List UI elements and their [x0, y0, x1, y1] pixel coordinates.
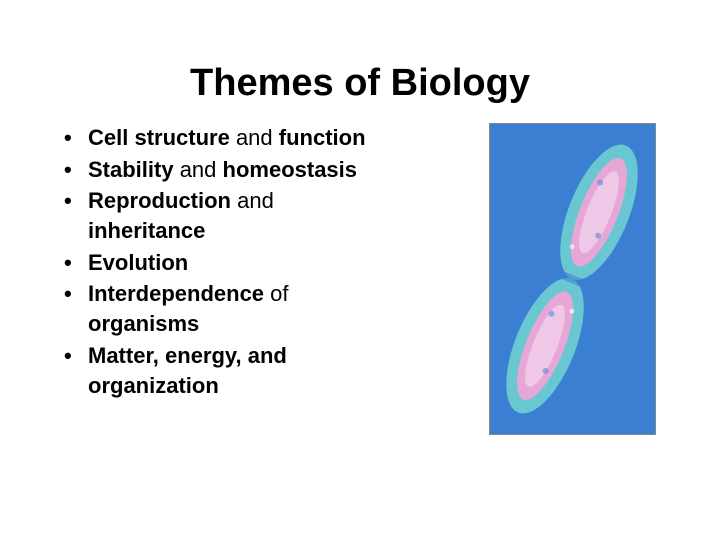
- list-item: Matter, energy, and organization: [64, 341, 477, 400]
- bullet-thin: and: [237, 188, 274, 213]
- bullet-line2: organisms: [88, 311, 199, 336]
- slide: Themes of Biology Cell structure and fun…: [0, 62, 720, 540]
- bullet-bold2: homeostasis: [223, 157, 358, 182]
- list-item: Reproduction and inheritance: [64, 186, 477, 245]
- list-item: Stability and homeostasis: [64, 155, 477, 185]
- content-row: Cell structure and function Stability an…: [0, 123, 720, 435]
- bullet-bold: Evolution: [88, 250, 188, 275]
- list-item: Cell structure and function: [64, 123, 477, 153]
- chromosome-icon: [490, 124, 655, 434]
- bullet-thin: and: [236, 125, 279, 150]
- bullet-line2: inheritance: [88, 218, 205, 243]
- list-item: Interdependence of organisms: [64, 279, 477, 338]
- bullet-bold: Matter, energy, and: [88, 343, 287, 368]
- bullet-thin: and: [180, 157, 223, 182]
- bullet-list: Cell structure and function Stability an…: [64, 123, 489, 402]
- bullet-bold2: function: [279, 125, 366, 150]
- list-item: Evolution: [64, 248, 477, 278]
- bullet-line2: organization: [88, 373, 219, 398]
- chromosome-image: [489, 123, 656, 435]
- bullet-thin: of: [270, 281, 288, 306]
- bullet-bold: Cell structure: [88, 125, 236, 150]
- bullet-bold: Interdependence: [88, 281, 270, 306]
- bullet-bold: Reproduction: [88, 188, 237, 213]
- slide-title: Themes of Biology: [0, 62, 720, 105]
- bullet-bold: Stability: [88, 157, 180, 182]
